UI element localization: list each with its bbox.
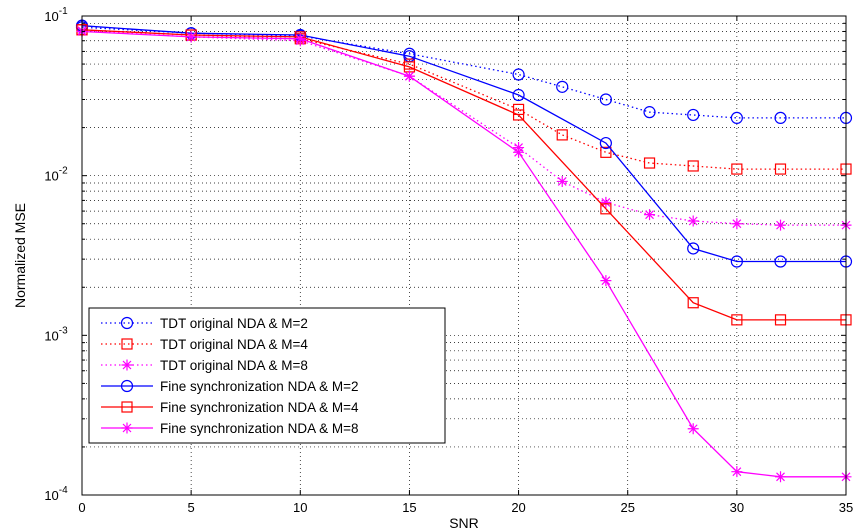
series-line bbox=[81, 30, 846, 478]
x-tick-label: 15 bbox=[402, 500, 416, 515]
y-tick-base: 10 bbox=[44, 169, 58, 184]
series-layer bbox=[75, 19, 853, 483]
legend-label: Fine synchronization NDA & M=4 bbox=[160, 400, 359, 415]
legend-label: TDT original NDA & M=4 bbox=[160, 337, 308, 352]
data-point bbox=[294, 33, 306, 45]
y-tick-base: 10 bbox=[44, 328, 58, 343]
legend-entry: TDT original NDA & M=8 bbox=[101, 358, 308, 373]
x-tick-label: 35 bbox=[839, 500, 853, 515]
y-tick-exponent: -1 bbox=[59, 6, 68, 17]
x-tick-label: 0 bbox=[78, 500, 85, 515]
legend-entry: TDT original NDA & M=2 bbox=[101, 316, 308, 331]
legend-marker bbox=[121, 422, 133, 434]
data-point bbox=[556, 129, 568, 141]
x-tick-label: 10 bbox=[293, 500, 307, 515]
y-tick-exponent: -3 bbox=[59, 325, 68, 336]
y-tick-exponent: -4 bbox=[59, 485, 68, 496]
data-point bbox=[775, 219, 787, 231]
data-point bbox=[731, 314, 743, 326]
y-axis-label: Normalized MSE bbox=[12, 203, 28, 308]
data-point bbox=[512, 109, 525, 121]
data-point bbox=[687, 297, 699, 309]
legend-marker bbox=[120, 316, 134, 330]
legend: TDT original NDA & M=2 TDT original NDA &… bbox=[88, 307, 446, 444]
data-point bbox=[774, 314, 787, 326]
series-line bbox=[81, 25, 846, 263]
data-point bbox=[687, 215, 699, 227]
legend-marker bbox=[120, 379, 134, 393]
legend-label: TDT original NDA & M=8 bbox=[160, 358, 308, 373]
data-point bbox=[774, 255, 787, 268]
data-point bbox=[774, 163, 787, 175]
data-point bbox=[731, 466, 743, 478]
legend-marker bbox=[121, 359, 133, 371]
series-line bbox=[81, 29, 846, 170]
series-4 bbox=[75, 19, 853, 268]
legend-box bbox=[88, 307, 446, 444]
x-tick-label: 5 bbox=[188, 500, 195, 515]
data-point bbox=[775, 471, 787, 483]
y-tick-base: 10 bbox=[44, 9, 58, 24]
data-point bbox=[774, 111, 787, 125]
x-tick-label: 20 bbox=[511, 500, 525, 515]
data-point bbox=[600, 275, 612, 287]
legend-entry: TDT original NDA & M=4 bbox=[101, 337, 308, 352]
series-3 bbox=[76, 25, 852, 231]
y-tick-label: 10-3 bbox=[44, 325, 68, 343]
data-point bbox=[600, 146, 612, 158]
data-point bbox=[556, 80, 569, 93]
data-point bbox=[599, 136, 612, 150]
data-point bbox=[731, 218, 743, 230]
x-axis-label: SNR bbox=[449, 515, 479, 529]
data-point bbox=[730, 111, 743, 125]
data-point bbox=[512, 88, 525, 102]
data-point bbox=[600, 196, 612, 208]
data-point bbox=[512, 68, 525, 81]
y-tick-base: 10 bbox=[44, 488, 58, 503]
series-line bbox=[81, 26, 846, 119]
data-point bbox=[556, 175, 568, 187]
y-tick-label: 10-2 bbox=[44, 166, 68, 184]
legend-entry: Fine synchronization NDA & M=2 bbox=[101, 379, 358, 394]
x-tick-label: 25 bbox=[620, 500, 634, 515]
data-point bbox=[403, 70, 415, 82]
series-line bbox=[81, 29, 846, 226]
data-point bbox=[643, 157, 656, 169]
data-point bbox=[687, 423, 699, 435]
legend-entry: Fine synchronization NDA & M=4 bbox=[101, 400, 359, 415]
data-point bbox=[687, 242, 700, 255]
data-point bbox=[600, 203, 612, 215]
grid-layer bbox=[82, 16, 846, 495]
plot-frame bbox=[81, 15, 847, 496]
legend-marker bbox=[121, 401, 133, 413]
legend-label: TDT original NDA & M=2 bbox=[160, 316, 308, 331]
data-point bbox=[644, 209, 656, 221]
data-point bbox=[513, 146, 525, 158]
x-tick-label: 30 bbox=[730, 500, 744, 515]
data-point bbox=[643, 106, 656, 119]
legend-entry: Fine synchronization NDA & M=8 bbox=[101, 421, 358, 436]
legend-label: Fine synchronization NDA & M=8 bbox=[160, 421, 358, 436]
legend-label: Fine synchronization NDA & M=2 bbox=[160, 379, 358, 394]
y-tick-label: 10-4 bbox=[44, 485, 68, 503]
series-5 bbox=[76, 24, 852, 326]
data-point bbox=[687, 108, 700, 122]
y-tick-exponent: -2 bbox=[59, 166, 68, 177]
data-point bbox=[730, 255, 743, 268]
y-tick-label: 10-1 bbox=[44, 6, 68, 24]
data-point bbox=[687, 160, 699, 172]
data-point bbox=[599, 93, 612, 106]
legend-marker bbox=[121, 338, 133, 350]
data-point bbox=[731, 163, 743, 175]
series-line bbox=[81, 29, 846, 321]
data-point bbox=[185, 31, 197, 43]
